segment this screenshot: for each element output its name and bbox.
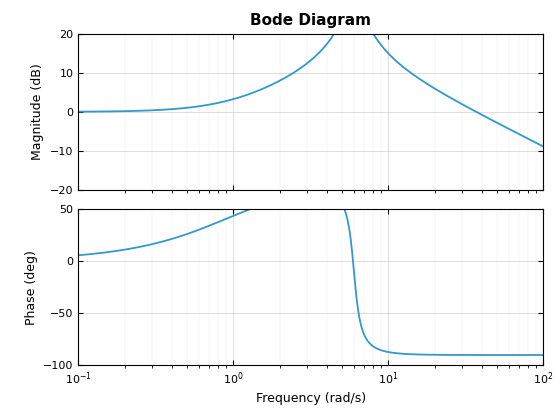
Y-axis label: Phase (deg): Phase (deg) (25, 250, 38, 325)
Title: Bode Diagram: Bode Diagram (250, 13, 371, 28)
Y-axis label: Magnitude (dB): Magnitude (dB) (31, 63, 44, 160)
X-axis label: Frequency (rad/s): Frequency (rad/s) (256, 392, 366, 405)
